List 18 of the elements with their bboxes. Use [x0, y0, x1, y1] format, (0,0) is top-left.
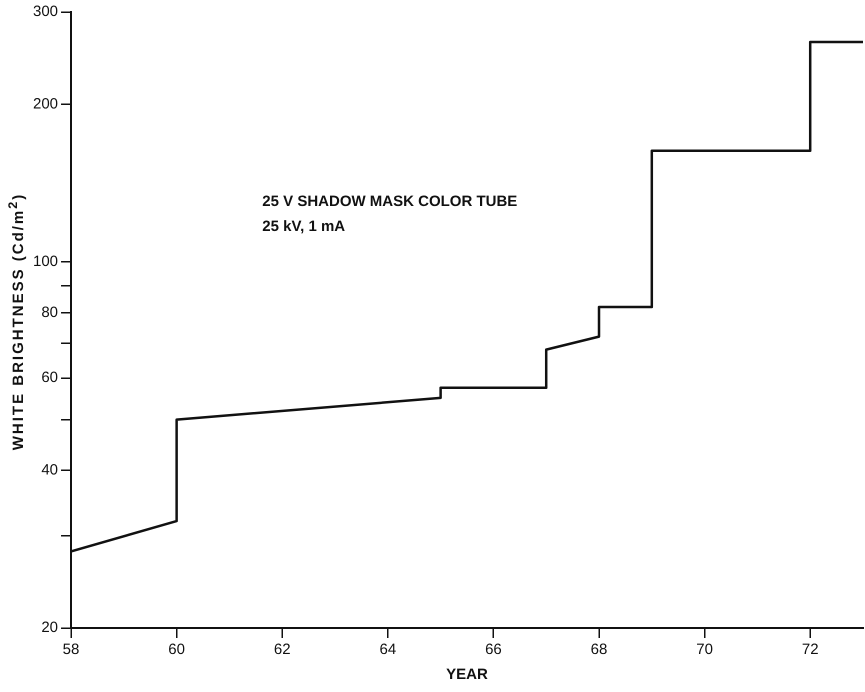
- x-tick-label: 72: [802, 641, 819, 658]
- x-tick-label: 62: [274, 641, 291, 658]
- y-tick-label: 60: [41, 369, 58, 386]
- y-tick-label: 100: [32, 253, 58, 270]
- x-tick-label: 58: [62, 641, 80, 658]
- annotation: 25 V SHADOW MASK COLOR TUBE: [262, 193, 518, 210]
- y-tick-label: 40: [41, 461, 58, 478]
- x-tick-label: 64: [379, 641, 396, 658]
- y-tick-label: 300: [32, 3, 58, 20]
- x-tick-label: 66: [485, 641, 502, 658]
- annotation: 25 kV, 1 mA: [262, 218, 346, 236]
- y-tick-label: 20: [41, 619, 58, 636]
- x-tick-label: 68: [590, 641, 608, 658]
- x-tick-label: 70: [696, 641, 713, 658]
- y-tick-label: 80: [41, 304, 58, 321]
- x-axis-title: YEAR: [446, 666, 488, 684]
- y-tick-label: 200: [32, 95, 58, 112]
- x-tick-label: 60: [168, 641, 185, 658]
